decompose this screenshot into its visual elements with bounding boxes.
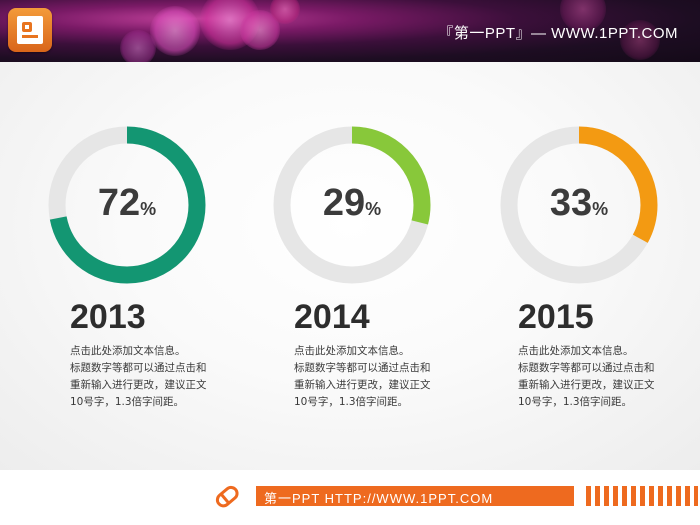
description-line: 点击此处添加文本信息。 xyxy=(70,345,186,357)
description-line: 10号字，1.3倍字间距。 xyxy=(518,396,633,408)
header-title: 『第一PPT』— WWW.1PPT.COM xyxy=(438,25,678,42)
percent-label: 72% xyxy=(46,182,208,225)
percent-value: 33 xyxy=(549,182,593,224)
year-label: 2014 xyxy=(294,298,370,336)
year-label: 2013 xyxy=(70,298,146,336)
slide-content: 72% 2013 点击此处添加文本信息。 标题数字等都可以通过点击和 重新输入进… xyxy=(0,62,700,470)
donut-chart-2014 xyxy=(273,126,431,284)
powerpoint-logo-icon xyxy=(8,8,52,52)
pencil-icon xyxy=(215,485,239,508)
header-banner: 『第一PPT』— WWW.1PPT.COM xyxy=(0,0,700,62)
description-line: 10号字，1.3倍字间距。 xyxy=(294,396,409,408)
donut-chart-2013 xyxy=(48,126,206,284)
percent-label: 33% xyxy=(498,182,660,225)
description-text: 点击此处添加文本信息。 标题数字等都可以通过点击和 重新输入进行更改，建议正文 … xyxy=(518,343,688,411)
bokeh-light xyxy=(150,6,200,56)
donut-arc xyxy=(48,126,206,284)
bokeh-light xyxy=(620,20,660,60)
bokeh-light xyxy=(120,30,156,62)
percent-sign: % xyxy=(140,199,157,219)
year-label: 2015 xyxy=(518,298,594,336)
donut-arc xyxy=(273,126,431,284)
description-line: 重新输入进行更改，建议正文 xyxy=(518,379,655,391)
percent-sign: % xyxy=(365,199,382,219)
footer-link[interactable]: 第一PPT HTTP://WWW.1PPT.COM xyxy=(264,491,494,506)
description-line: 点击此处添加文本信息。 xyxy=(294,345,410,357)
donut-arc xyxy=(500,126,658,284)
percent-value: 29 xyxy=(322,182,366,224)
description-line: 标题数字等都可以通过点击和 xyxy=(70,362,207,374)
description-line: 重新输入进行更改，建议正文 xyxy=(294,379,431,391)
percent-value: 72 xyxy=(97,182,141,224)
percent-label: 29% xyxy=(271,182,433,225)
description-line: 点击此处添加文本信息。 xyxy=(518,345,634,357)
percent-sign: % xyxy=(592,199,609,219)
description-line: 标题数字等都可以通过点击和 xyxy=(294,362,431,374)
bokeh-light xyxy=(270,0,300,24)
description-line: 标题数字等都可以通过点击和 xyxy=(518,362,655,374)
description-text: 点击此处添加文本信息。 标题数字等都可以通过点击和 重新输入进行更改，建议正文 … xyxy=(70,343,240,411)
description-text: 点击此处添加文本信息。 标题数字等都可以通过点击和 重新输入进行更改，建议正文 … xyxy=(294,343,464,411)
footer-stripes xyxy=(586,486,698,506)
donut-chart-2015 xyxy=(500,126,658,284)
description-line: 10号字，1.3倍字间距。 xyxy=(70,396,185,408)
description-line: 重新输入进行更改，建议正文 xyxy=(70,379,207,391)
footer-bar xyxy=(256,486,574,506)
